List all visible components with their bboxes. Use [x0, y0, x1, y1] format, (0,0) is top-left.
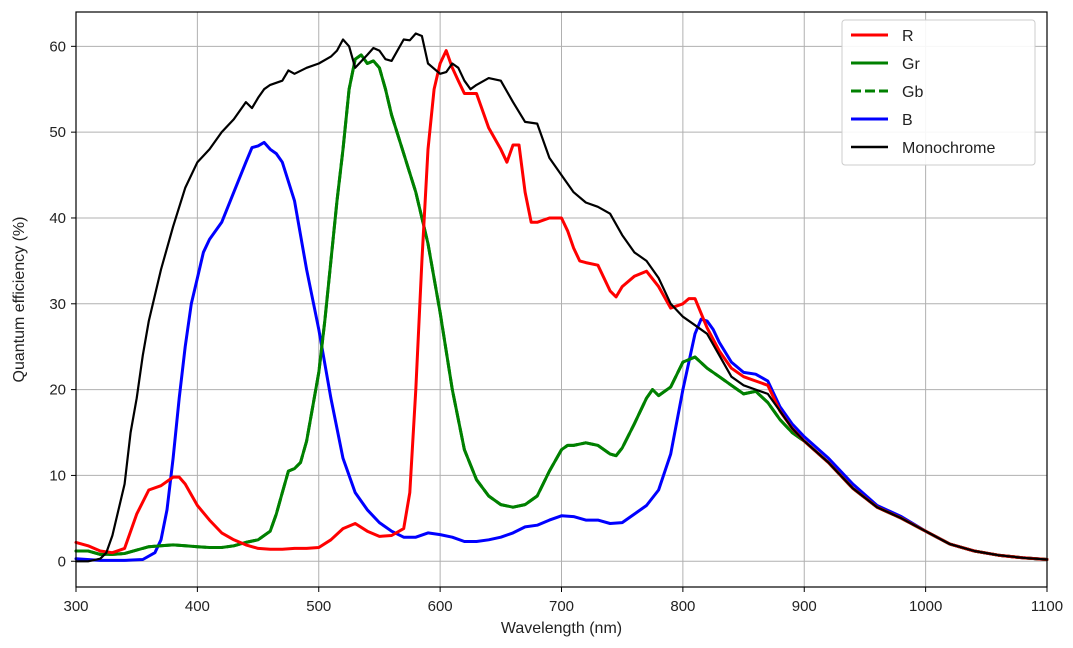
y-axis-label: Quantum efficiency (%)	[11, 217, 28, 383]
x-axis-label: Wavelength (nm)	[501, 620, 622, 637]
legend-label-monochrome: Monochrome	[902, 140, 995, 157]
x-tick-label: 1000	[909, 598, 942, 615]
x-tick-label: 800	[670, 598, 695, 615]
legend-label-b: B	[902, 112, 913, 129]
plot-area	[74, 32, 1049, 563]
x-tick-label: 600	[428, 598, 453, 615]
x-tick-label: 900	[792, 598, 817, 615]
x-tick-label: 500	[306, 598, 331, 615]
legend-label-gb: Gb	[902, 84, 923, 101]
x-tick-label: 700	[549, 598, 574, 615]
series-line-r	[74, 49, 1049, 561]
y-tick-label: 50	[49, 124, 66, 141]
y-tick-label: 10	[49, 467, 66, 484]
legend-box	[841, 19, 1036, 166]
y-tick-label: 30	[49, 296, 66, 313]
y-tick-label: 60	[49, 38, 66, 55]
legend-label-r: R	[902, 28, 914, 45]
series-line-b	[74, 140, 1049, 562]
x-tick-label: 400	[185, 598, 210, 615]
ticks: 300 400 500 600 700 800 900 1000 1100 0 10 20 30 40 50…	[49, 38, 1063, 615]
y-tick-label: 0	[58, 553, 66, 570]
y-tick-label: 20	[49, 382, 66, 399]
x-tick-label: 1100	[1031, 598, 1063, 615]
series-line-monochrome	[74, 32, 1049, 563]
y-tick-label: 40	[49, 210, 66, 227]
legend: R Gr Gb B Monochrome	[841, 19, 1036, 166]
legend-label-gr: Gr	[902, 56, 920, 73]
x-tick-label: 300	[63, 598, 88, 615]
